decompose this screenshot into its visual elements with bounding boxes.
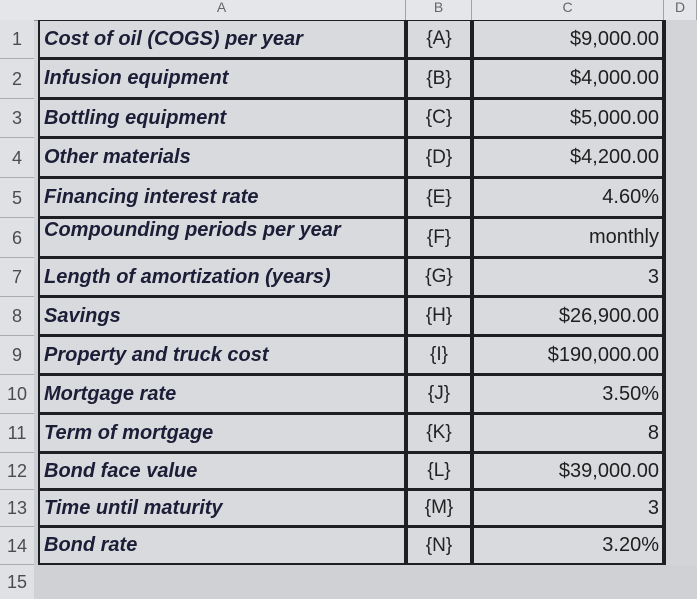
cell-label[interactable]: Mortgage rate	[38, 375, 406, 414]
cell-value[interactable]: $9,000.00	[472, 20, 664, 59]
cell-label[interactable]: Term of mortgage	[38, 414, 406, 453]
cell-code[interactable]: {D}	[406, 138, 472, 178]
cell-code[interactable]: {G}	[406, 258, 472, 297]
cell-value[interactable]: 3.20%	[472, 527, 664, 565]
cell-label[interactable]: Property and truck cost	[38, 336, 406, 375]
column-header-b[interactable]: B	[406, 0, 472, 20]
cell-label[interactable]: Time until maturity	[38, 490, 406, 527]
cell-value[interactable]: 8	[472, 414, 664, 453]
row-number[interactable]: 7	[0, 258, 34, 297]
row-number[interactable]: 6	[0, 218, 34, 258]
cell-label[interactable]: Length of amortization (years)	[38, 258, 406, 297]
table-row: 2 Infusion equipment {B} $4,000.00	[0, 59, 697, 99]
table-row: 11 Term of mortgage {K} 8	[0, 414, 697, 453]
cell-code[interactable]: {B}	[406, 59, 472, 99]
cell-code[interactable]: {H}	[406, 297, 472, 336]
cell-code[interactable]: {F}	[406, 218, 472, 258]
cell-value[interactable]: $5,000.00	[472, 99, 664, 138]
column-d-cells[interactable]	[664, 20, 697, 599]
cell-value[interactable]: $26,900.00	[472, 297, 664, 336]
table-row: 7 Length of amortization (years) {G} 3	[0, 258, 697, 297]
cell-value[interactable]: monthly	[472, 218, 664, 258]
row-number[interactable]: 5	[0, 178, 34, 218]
cell-label[interactable]: Compounding periods per year	[38, 218, 406, 258]
row-number[interactable]: 10	[0, 375, 34, 414]
table-row: 8 Savings {H} $26,900.00	[0, 297, 697, 336]
table-row: 9 Property and truck cost {I} $190,000.00	[0, 336, 697, 375]
cell-label[interactable]: Other materials	[38, 138, 406, 178]
cell-value[interactable]: $39,000.00	[472, 453, 664, 490]
row-number[interactable]: 13	[0, 490, 34, 527]
row-number[interactable]: 11	[0, 414, 34, 453]
cell-label[interactable]: Bottling equipment	[38, 99, 406, 138]
table-row: 1 Cost of oil (COGS) per year {A} $9,000.00	[0, 20, 697, 59]
cell-label[interactable]: Bond face value	[38, 453, 406, 490]
cell-value[interactable]: 3	[472, 258, 664, 297]
cell-value[interactable]: $4,000.00	[472, 59, 664, 99]
cell-value[interactable]: 4.60%	[472, 178, 664, 218]
cell-code[interactable]: {N}	[406, 527, 472, 565]
column-header-d[interactable]: D	[664, 0, 697, 20]
column-header-a[interactable]: A	[38, 0, 406, 20]
cell-code[interactable]: {K}	[406, 414, 472, 453]
table-row: 4 Other materials {D} $4,200.00	[0, 138, 697, 178]
row-number[interactable]: 9	[0, 336, 34, 375]
table-row: 14 Bond rate {N} 3.20%	[0, 527, 697, 565]
cell-code[interactable]: {I}	[406, 336, 472, 375]
row-number[interactable]: 3	[0, 99, 34, 138]
table-row-empty: 15	[0, 565, 697, 599]
row-number[interactable]: 8	[0, 297, 34, 336]
cell-value[interactable]: $190,000.00	[472, 336, 664, 375]
cell-value[interactable]: 3.50%	[472, 375, 664, 414]
table-row: 6 Compounding periods per year {F} monthly	[0, 218, 697, 258]
cell-code[interactable]: {L}	[406, 453, 472, 490]
table-row: 12 Bond face value {L} $39,000.00	[0, 453, 697, 490]
cell-code[interactable]: {C}	[406, 99, 472, 138]
table-row: 13 Time until maturity {M} 3	[0, 490, 697, 527]
table-row: 10 Mortgage rate {J} 3.50%	[0, 375, 697, 414]
cell-code[interactable]: {E}	[406, 178, 472, 218]
cell-label[interactable]: Infusion equipment	[38, 59, 406, 99]
row-number[interactable]: 2	[0, 59, 34, 99]
row-number[interactable]: 15	[0, 565, 34, 599]
table-row: 3 Bottling equipment {C} $5,000.00	[0, 99, 697, 138]
row-number[interactable]: 4	[0, 138, 34, 178]
row-number[interactable]: 12	[0, 453, 34, 490]
cell-label[interactable]: Financing interest rate	[38, 178, 406, 218]
cell-value[interactable]: 3	[472, 490, 664, 527]
column-header-bar: A B C D	[0, 0, 697, 21]
column-header-c[interactable]: C	[472, 0, 664, 20]
cell-label[interactable]: Bond rate	[38, 527, 406, 565]
table-row: 5 Financing interest rate {E} 4.60%	[0, 178, 697, 218]
cell-label[interactable]: Savings	[38, 297, 406, 336]
cell-label[interactable]: Cost of oil (COGS) per year	[38, 20, 406, 59]
row-number[interactable]: 1	[0, 20, 34, 59]
row-number[interactable]: 14	[0, 527, 34, 565]
cell-value[interactable]: $4,200.00	[472, 138, 664, 178]
cell-code[interactable]: {A}	[406, 20, 472, 59]
cell-code[interactable]: {J}	[406, 375, 472, 414]
cell-code[interactable]: {M}	[406, 490, 472, 527]
